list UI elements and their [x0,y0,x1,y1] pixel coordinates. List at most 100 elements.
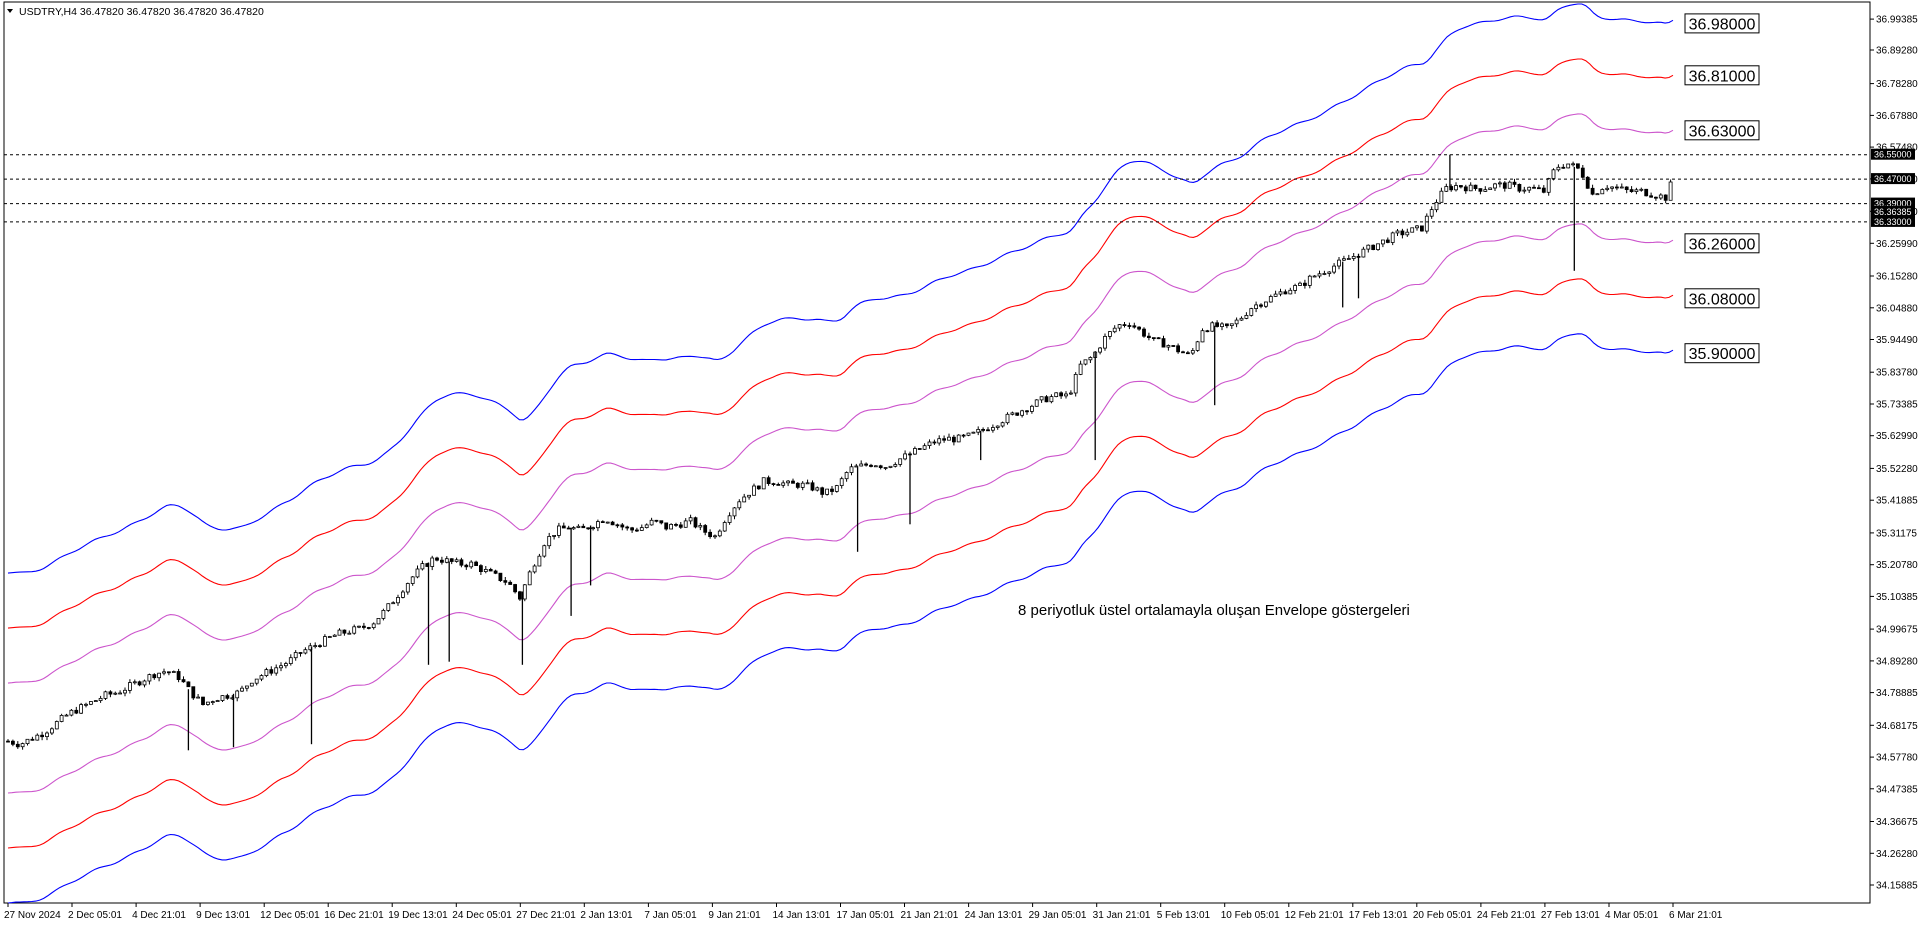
level-label-text: 36.08000 [1689,291,1756,308]
candle-body [1337,259,1341,267]
candle-body [196,696,201,699]
candle-body [240,687,244,692]
candle-body [1103,335,1107,349]
axis-price-tag [1871,173,1915,185]
candle-body [1498,182,1502,185]
candle-body [1385,239,1390,243]
candle-body [625,526,630,529]
y-tick-label: 34.15885 [1876,881,1918,892]
candle-body [147,674,152,682]
candle-body [1351,255,1356,259]
candle-body [854,465,859,468]
level-label-box[interactable] [1684,233,1760,254]
candle-body [1420,225,1424,232]
candle-body [893,464,898,467]
candle-body [1137,326,1141,330]
candle-body [1112,327,1117,333]
candle-body [1171,345,1176,347]
level-label-box[interactable] [1684,13,1760,34]
candle-body [1615,186,1619,189]
candle-body [327,636,332,638]
candle-body [503,580,508,583]
candle-body [176,671,181,681]
candle-body [254,678,259,684]
x-tick-label: 31 Jan 21:01 [1093,910,1151,921]
level-label-box[interactable] [1684,65,1760,86]
y-tick-label: 36.89280 [1876,46,1918,57]
candle-body [113,692,118,695]
x-tick-label: 29 Jan 05:01 [1029,910,1087,921]
candle-body [830,488,834,492]
candle-body [1098,347,1102,353]
dropdown-triangle-icon[interactable] [7,9,13,13]
candle-body [913,448,917,455]
y-tick-label: 35.73385 [1876,399,1918,410]
y-tick-label: 36.15280 [1876,272,1918,283]
candle-body [1332,265,1336,273]
y-tick-label: 35.20780 [1876,560,1918,571]
level-label-box[interactable] [1684,343,1760,364]
candle-body [1410,227,1415,233]
candle-body [1478,188,1483,192]
y-tick-label: 34.36675 [1876,817,1918,828]
candle-body [717,530,722,537]
candle-body [1215,322,1219,327]
x-tick-label: 2 Jan 13:01 [580,910,633,921]
candle-body [1459,185,1463,188]
candle-body [474,561,479,566]
candle-body [361,625,366,628]
candle-body [683,520,688,528]
candle-body [1629,189,1634,193]
axis-price-tag [1871,148,1915,160]
candle-body [522,584,527,600]
y-tick-label: 35.31175 [1876,528,1917,539]
candle-body [781,482,786,486]
candle-body [1049,396,1054,403]
candle-body [274,667,279,674]
candle-body [1288,289,1293,295]
level-label-box[interactable] [1684,120,1760,141]
candle-body [1176,345,1180,353]
candle-body [1342,258,1346,261]
candle-body [225,695,230,699]
candle-body [1381,239,1385,245]
candle-body [469,561,474,568]
candle-body [1376,243,1380,251]
candle-body [459,559,464,566]
candle-body [659,520,664,524]
candle-body [922,445,927,450]
candle-body [1463,186,1468,192]
candle-body [771,483,776,486]
candle-body [1020,410,1024,416]
candle-body [498,572,503,582]
candle-body [1390,232,1395,243]
candle-body [947,436,951,441]
candle-body [205,701,210,705]
candle-body [615,524,620,527]
envelope-line [7,333,1674,904]
candle-body [1468,184,1473,192]
candle-body [1619,186,1624,189]
candle-body [961,434,966,437]
candle-body [1005,413,1010,424]
y-tick-label: 35.10385 [1876,592,1918,603]
candle-body [376,618,381,625]
candle-body [444,558,449,563]
y-tick-label: 36.99385 [1876,15,1918,26]
candle-body [6,740,10,743]
candle-body [1663,194,1668,201]
axis-price-tag [1871,197,1915,209]
candle-body [644,524,649,529]
candle-body [1537,187,1541,190]
candle-body [396,597,400,604]
candle-body [937,438,942,444]
candle-body [1025,410,1029,413]
candle-body [93,700,98,702]
level-label-box[interactable] [1684,288,1760,309]
candle-body [1405,231,1410,236]
candle-body [381,610,386,619]
candle-body [1078,363,1083,375]
candle-body [966,432,971,436]
candle-body [786,480,790,484]
